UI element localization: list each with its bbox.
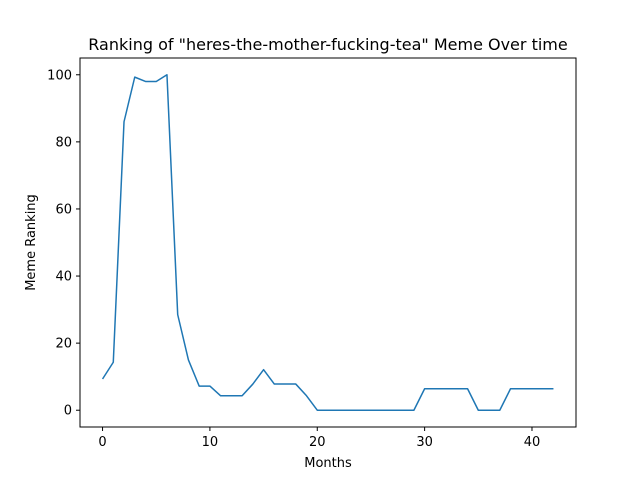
x-tick-label: 20 xyxy=(309,435,326,450)
series-line-0 xyxy=(101,74,554,411)
y-tick-label: 20 xyxy=(55,337,72,352)
x-tick-label: 40 xyxy=(524,435,541,450)
plot-area xyxy=(101,74,554,411)
x-tick-label: 0 xyxy=(98,435,106,450)
plot-frame xyxy=(79,57,577,428)
x-tick-label: 10 xyxy=(202,435,219,450)
y-tick-label: 0 xyxy=(64,404,72,419)
y-tick-label: 100 xyxy=(47,68,72,83)
x-tick-label: 30 xyxy=(416,435,433,450)
y-tick-label: 60 xyxy=(55,202,72,217)
y-tick-label: 40 xyxy=(55,270,72,285)
x-axis-label: Months xyxy=(304,456,352,471)
x-axis: 0 10 20 30 40 xyxy=(98,427,540,450)
y-tick-label: 80 xyxy=(55,135,72,150)
chart-title: Ranking of "heres-the-mother-fucking-tea… xyxy=(88,35,567,54)
y-axis: 0 20 40 60 80 100 xyxy=(47,68,80,419)
y-axis-label: Meme Ranking xyxy=(24,194,39,291)
